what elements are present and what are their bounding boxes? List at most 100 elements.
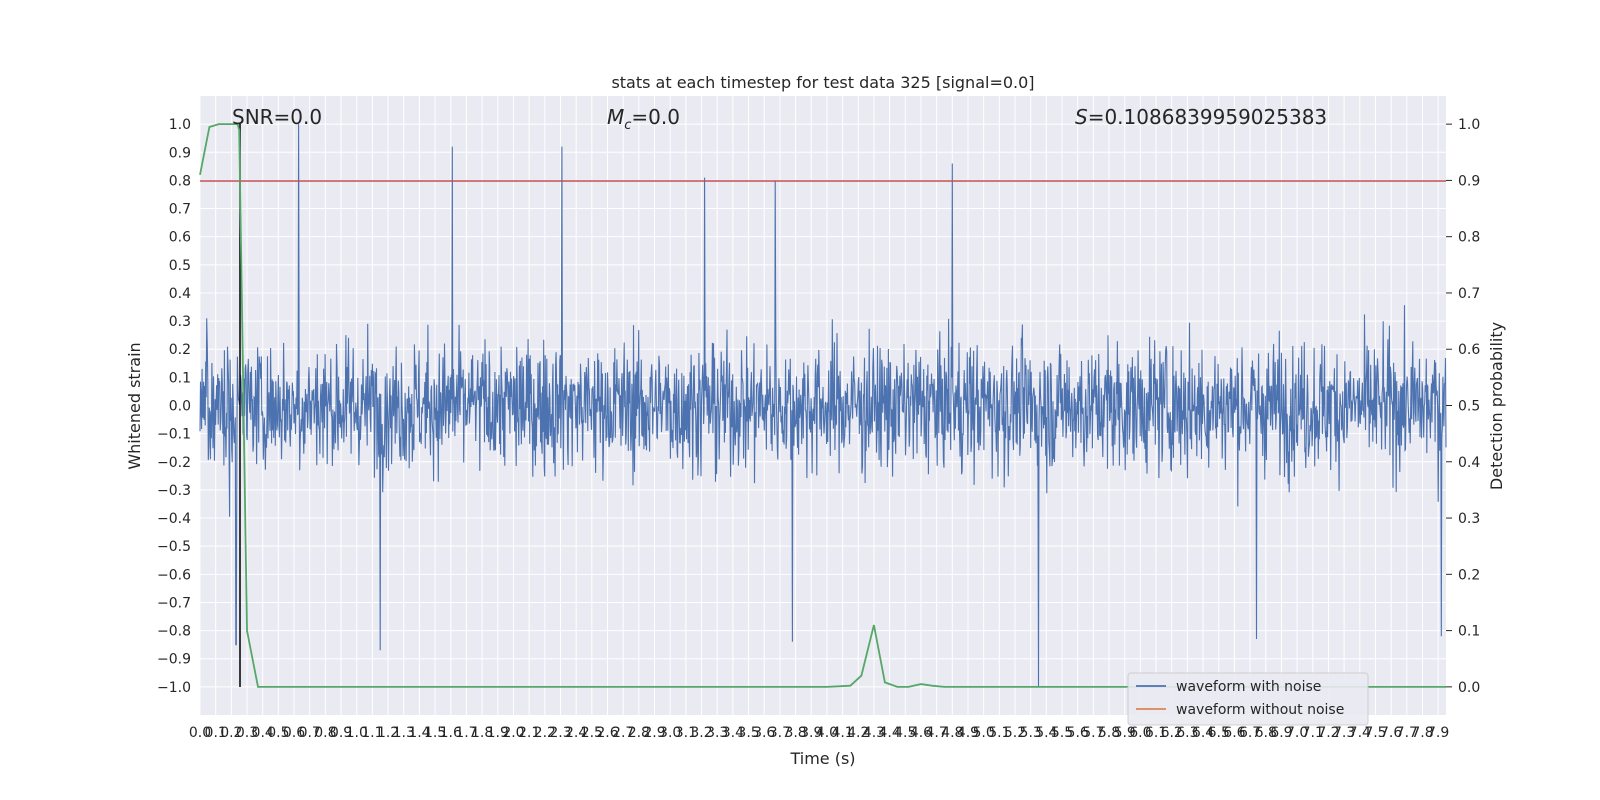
x-tick-label: 4.2 [847,725,869,741]
y-tick-label: −0.4 [157,511,191,527]
x-tick-label: 0.0 [189,725,211,741]
y-tick-labels: 1.0 0.9 0.8 0.7 0.6 0.5 0.4 0.3 0.2 0.1 0.0 −0.1 −0.… [157,117,191,696]
y-tick-label: 0.1 [169,370,191,386]
y-axis-label: Whitened strain [125,342,144,469]
x-tick-label: 7.1 [1302,725,1324,741]
chirp-mass-value: =0.0 [631,105,680,129]
x-tick-label: 3.2 [690,725,712,741]
chirp-mass-symbol: M [607,105,624,129]
y-tick-label: −0.7 [157,595,191,611]
y-tick-label: 0.9 [169,145,191,161]
x-tick-label: 4.4 [878,725,900,741]
x-tick-label: 5.3 [1020,725,1042,741]
x-tick-label: 1.2 [377,725,399,741]
x-tick-label: 5.0 [973,725,995,741]
x-tick-label: 4.0 [816,725,838,741]
y-tick-label: 0.3 [169,314,191,330]
x-tick-label: 4.6 [910,725,932,741]
y-tick-label: −0.1 [157,427,191,443]
x-tick-label: 5.5 [1051,725,1073,741]
y-tick-label: −0.9 [157,652,191,668]
x-tick-label: 2.0 [502,725,524,741]
x-tick-label: 5.4 [1035,725,1057,741]
x-tick-label: 7.3 [1333,725,1355,741]
x-tick-label: 6.8 [1255,725,1277,741]
x-tick-label: 7.9 [1427,725,1449,741]
y-right-tick-label: 0.9 [1458,173,1480,189]
x-tick-label: 3.1 [675,725,697,741]
x-tick-label: 2.3 [549,725,571,741]
y-tick-label: −1.0 [157,680,191,696]
x-tick-label: 1.7 [455,725,477,741]
x-tick-label: 5.8 [1098,725,1120,741]
x-tick-label: 7.7 [1396,725,1418,741]
legend: waveform with noise waveform without noi… [1127,672,1369,726]
x-tick-label: 2.8 [628,725,650,741]
y-tick-label: 0.2 [169,342,191,358]
x-tick-label: 5.9 [1114,725,1136,741]
y-right-tick-label: 1.0 [1458,117,1480,133]
x-tick-label: 0.5 [267,725,289,741]
x-tick-label: 5.7 [1082,725,1104,741]
x-tick-label: 0.6 [283,725,305,741]
y-right-tick-labels: 1.0 0.9 0.8 0.7 0.6 0.5 0.4 0.3 0.2 0.1 0.0 [1446,117,1480,696]
x-tick-label: 1.1 [361,725,383,741]
x-tick-label: 6.1 [1145,725,1167,741]
x-tick-label: 1.3 [393,725,415,741]
x-tick-label: 7.2 [1317,725,1339,741]
y-right-tick-label: 0.3 [1458,511,1480,527]
x-tick-label: 3.8 [784,725,806,741]
detection-probability-line [199,123,1446,688]
x-tick-label: 0.4 [252,725,274,741]
y-right-axis-label: Detection probability [1487,322,1506,490]
x-tick-label: 4.1 [831,725,853,741]
y-right-tick-label: 0.8 [1458,230,1480,246]
x-tick-label: 1.0 [346,725,368,741]
x-tick-label: 7.6 [1380,725,1402,741]
legend-box [1127,672,1369,726]
x-tick-label: 6.3 [1176,725,1198,741]
y-tick-label: 0.7 [169,202,191,218]
x-tick-label: 6.0 [1129,725,1151,741]
x-tick-label: 2.5 [581,725,603,741]
chart-title: stats at each timestep for test data 325… [611,73,1034,92]
y-tick-label: 0.0 [169,399,191,415]
y-tick-label: 1.0 [169,117,191,133]
y-right-tick-label: 0.1 [1458,624,1480,640]
x-tick-label: 1.9 [487,725,509,741]
x-tick-label: 3.0 [659,725,681,741]
s-symbol: S [1075,105,1088,129]
x-tick-label: 5.1 [988,725,1010,741]
x-tick-label: 4.5 [894,725,916,741]
x-tick-label: 0.1 [205,725,227,741]
x-tick-label: 1.6 [440,725,462,741]
y-right-tick-label: 0.4 [1458,455,1480,471]
x-tick-label: 7.5 [1364,725,1386,741]
y-tick-label: 0.6 [169,230,191,246]
x-tick-label: 6.7 [1239,725,1261,741]
x-tick-label: 0.7 [299,725,321,741]
y-tick-label: 0.8 [169,173,191,189]
x-tick-label: 5.2 [1004,725,1026,741]
snr-annotation: SNR=0.0 [232,105,322,129]
x-tick-label: 5.6 [1067,725,1089,741]
x-tick-label: 4.3 [863,725,885,741]
y-tick-label: −0.5 [157,539,191,555]
x-tick-label: 3.7 [769,725,791,741]
y-tick-label: 0.5 [169,258,191,274]
legend-label-noise: waveform with noise [1176,679,1321,695]
x-tick-label: 2.9 [643,725,665,741]
waveform-with-noise-line [199,124,1447,687]
x-tick-label: 6.4 [1192,725,1214,741]
x-tick-label: 2.6 [596,725,618,741]
y-tick-label: 0.4 [169,286,191,302]
x-tick-label: 4.9 [957,725,979,741]
x-tick-label: 4.8 [941,725,963,741]
chirp-mass-subscript: c [624,118,631,133]
x-tick-label: 3.5 [737,725,759,741]
x-tick-label: 1.5 [424,725,446,741]
s-value: =0.1086839959025383 [1088,105,1327,129]
x-tick-label: 3.3 [706,725,728,741]
x-tick-label: 0.9 [330,725,352,741]
